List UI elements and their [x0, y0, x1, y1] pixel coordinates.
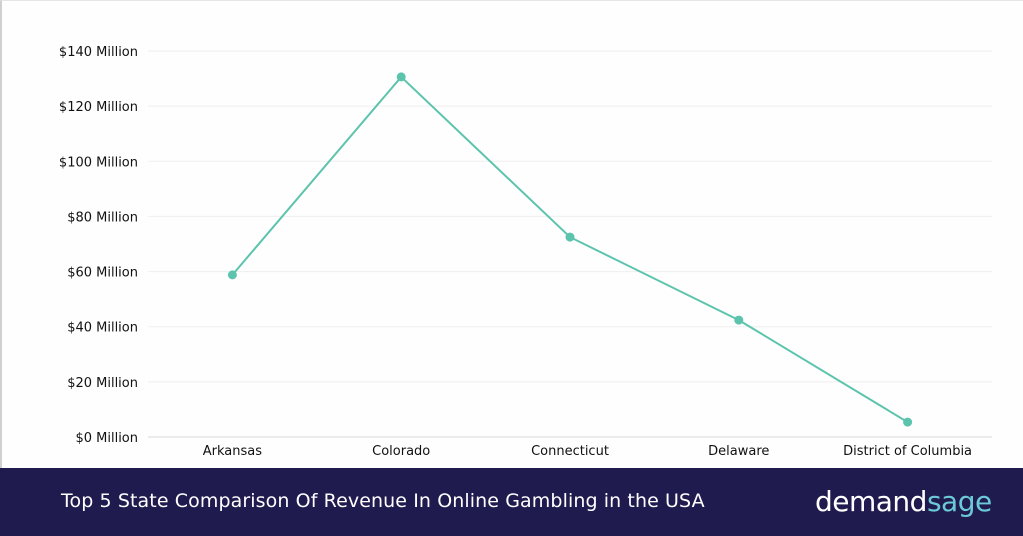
- chart-title: Top 5 State Comparison Of Revenue In Onl…: [61, 490, 705, 512]
- x-tick-label: Colorado: [372, 444, 430, 459]
- data-point: [903, 417, 913, 427]
- x-tick-label: District of Columbia: [843, 444, 972, 459]
- data-point: [734, 315, 744, 325]
- chart-frame: [0, 0, 1023, 468]
- x-tick-label: Arkansas: [203, 444, 262, 459]
- x-tick-label: Connecticut: [531, 444, 609, 459]
- logo-part-demand: demand: [815, 485, 927, 518]
- y-tick-label: $120 Million: [59, 100, 138, 115]
- logo-part-sage: sage: [926, 485, 992, 518]
- series-line: [231, 75, 909, 423]
- y-tick-label: $100 Million: [59, 155, 138, 170]
- y-tick-label: $80 Million: [67, 210, 138, 225]
- data-point: [565, 232, 575, 242]
- footer-banner: Top 5 State Comparison Of Revenue In Onl…: [0, 468, 1023, 536]
- y-tick-label: $20 Million: [67, 376, 138, 391]
- data-point: [227, 270, 237, 280]
- y-tick-label: $0 Million: [75, 431, 138, 446]
- y-tick-label: $60 Million: [67, 266, 138, 281]
- x-tick-label: Delaware: [708, 444, 769, 459]
- line-chart: $0 Million $20 Million $40 Million $60 Mill…: [59, 45, 992, 459]
- y-tick-label: $140 Million: [59, 45, 138, 60]
- y-tick-label: $40 Million: [67, 321, 138, 336]
- data-point: [396, 72, 406, 82]
- demandsage-logo: demandsage: [815, 485, 992, 518]
